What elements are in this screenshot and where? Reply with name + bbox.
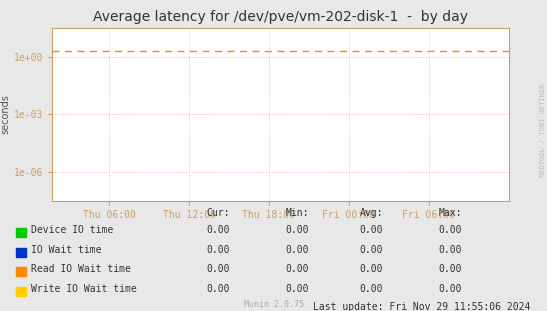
Text: 0.00: 0.00 (206, 284, 230, 294)
Y-axis label: seconds: seconds (1, 94, 11, 134)
Text: 0.00: 0.00 (286, 245, 309, 255)
Title: Average latency for /dev/pve/vm-202-disk-1  -  by day: Average latency for /dev/pve/vm-202-disk… (93, 10, 468, 24)
Text: 0.00: 0.00 (206, 225, 230, 235)
Text: 0.00: 0.00 (206, 245, 230, 255)
Text: Min:: Min: (286, 208, 309, 218)
Text: Cur:: Cur: (206, 208, 230, 218)
Text: 0.00: 0.00 (439, 264, 462, 274)
Text: 0.00: 0.00 (439, 225, 462, 235)
Text: 0.00: 0.00 (286, 264, 309, 274)
Text: 0.00: 0.00 (286, 284, 309, 294)
Text: 0.00: 0.00 (286, 225, 309, 235)
Text: Max:: Max: (439, 208, 462, 218)
Text: IO Wait time: IO Wait time (31, 245, 101, 255)
Text: Device IO time: Device IO time (31, 225, 113, 235)
Text: 0.00: 0.00 (359, 264, 383, 274)
Text: 0.00: 0.00 (359, 284, 383, 294)
Text: RRDTOOL / TOBI OETIKER: RRDTOOL / TOBI OETIKER (540, 84, 546, 177)
Text: 0.00: 0.00 (206, 264, 230, 274)
Text: 0.00: 0.00 (359, 245, 383, 255)
Text: Read IO Wait time: Read IO Wait time (31, 264, 131, 274)
Text: Munin 2.0.75: Munin 2.0.75 (243, 300, 304, 309)
Text: Last update: Fri Nov 29 11:55:06 2024: Last update: Fri Nov 29 11:55:06 2024 (313, 302, 531, 311)
Text: Write IO Wait time: Write IO Wait time (31, 284, 136, 294)
Text: 0.00: 0.00 (439, 245, 462, 255)
Text: 0.00: 0.00 (439, 284, 462, 294)
Text: 0.00: 0.00 (359, 225, 383, 235)
Text: Avg:: Avg: (359, 208, 383, 218)
